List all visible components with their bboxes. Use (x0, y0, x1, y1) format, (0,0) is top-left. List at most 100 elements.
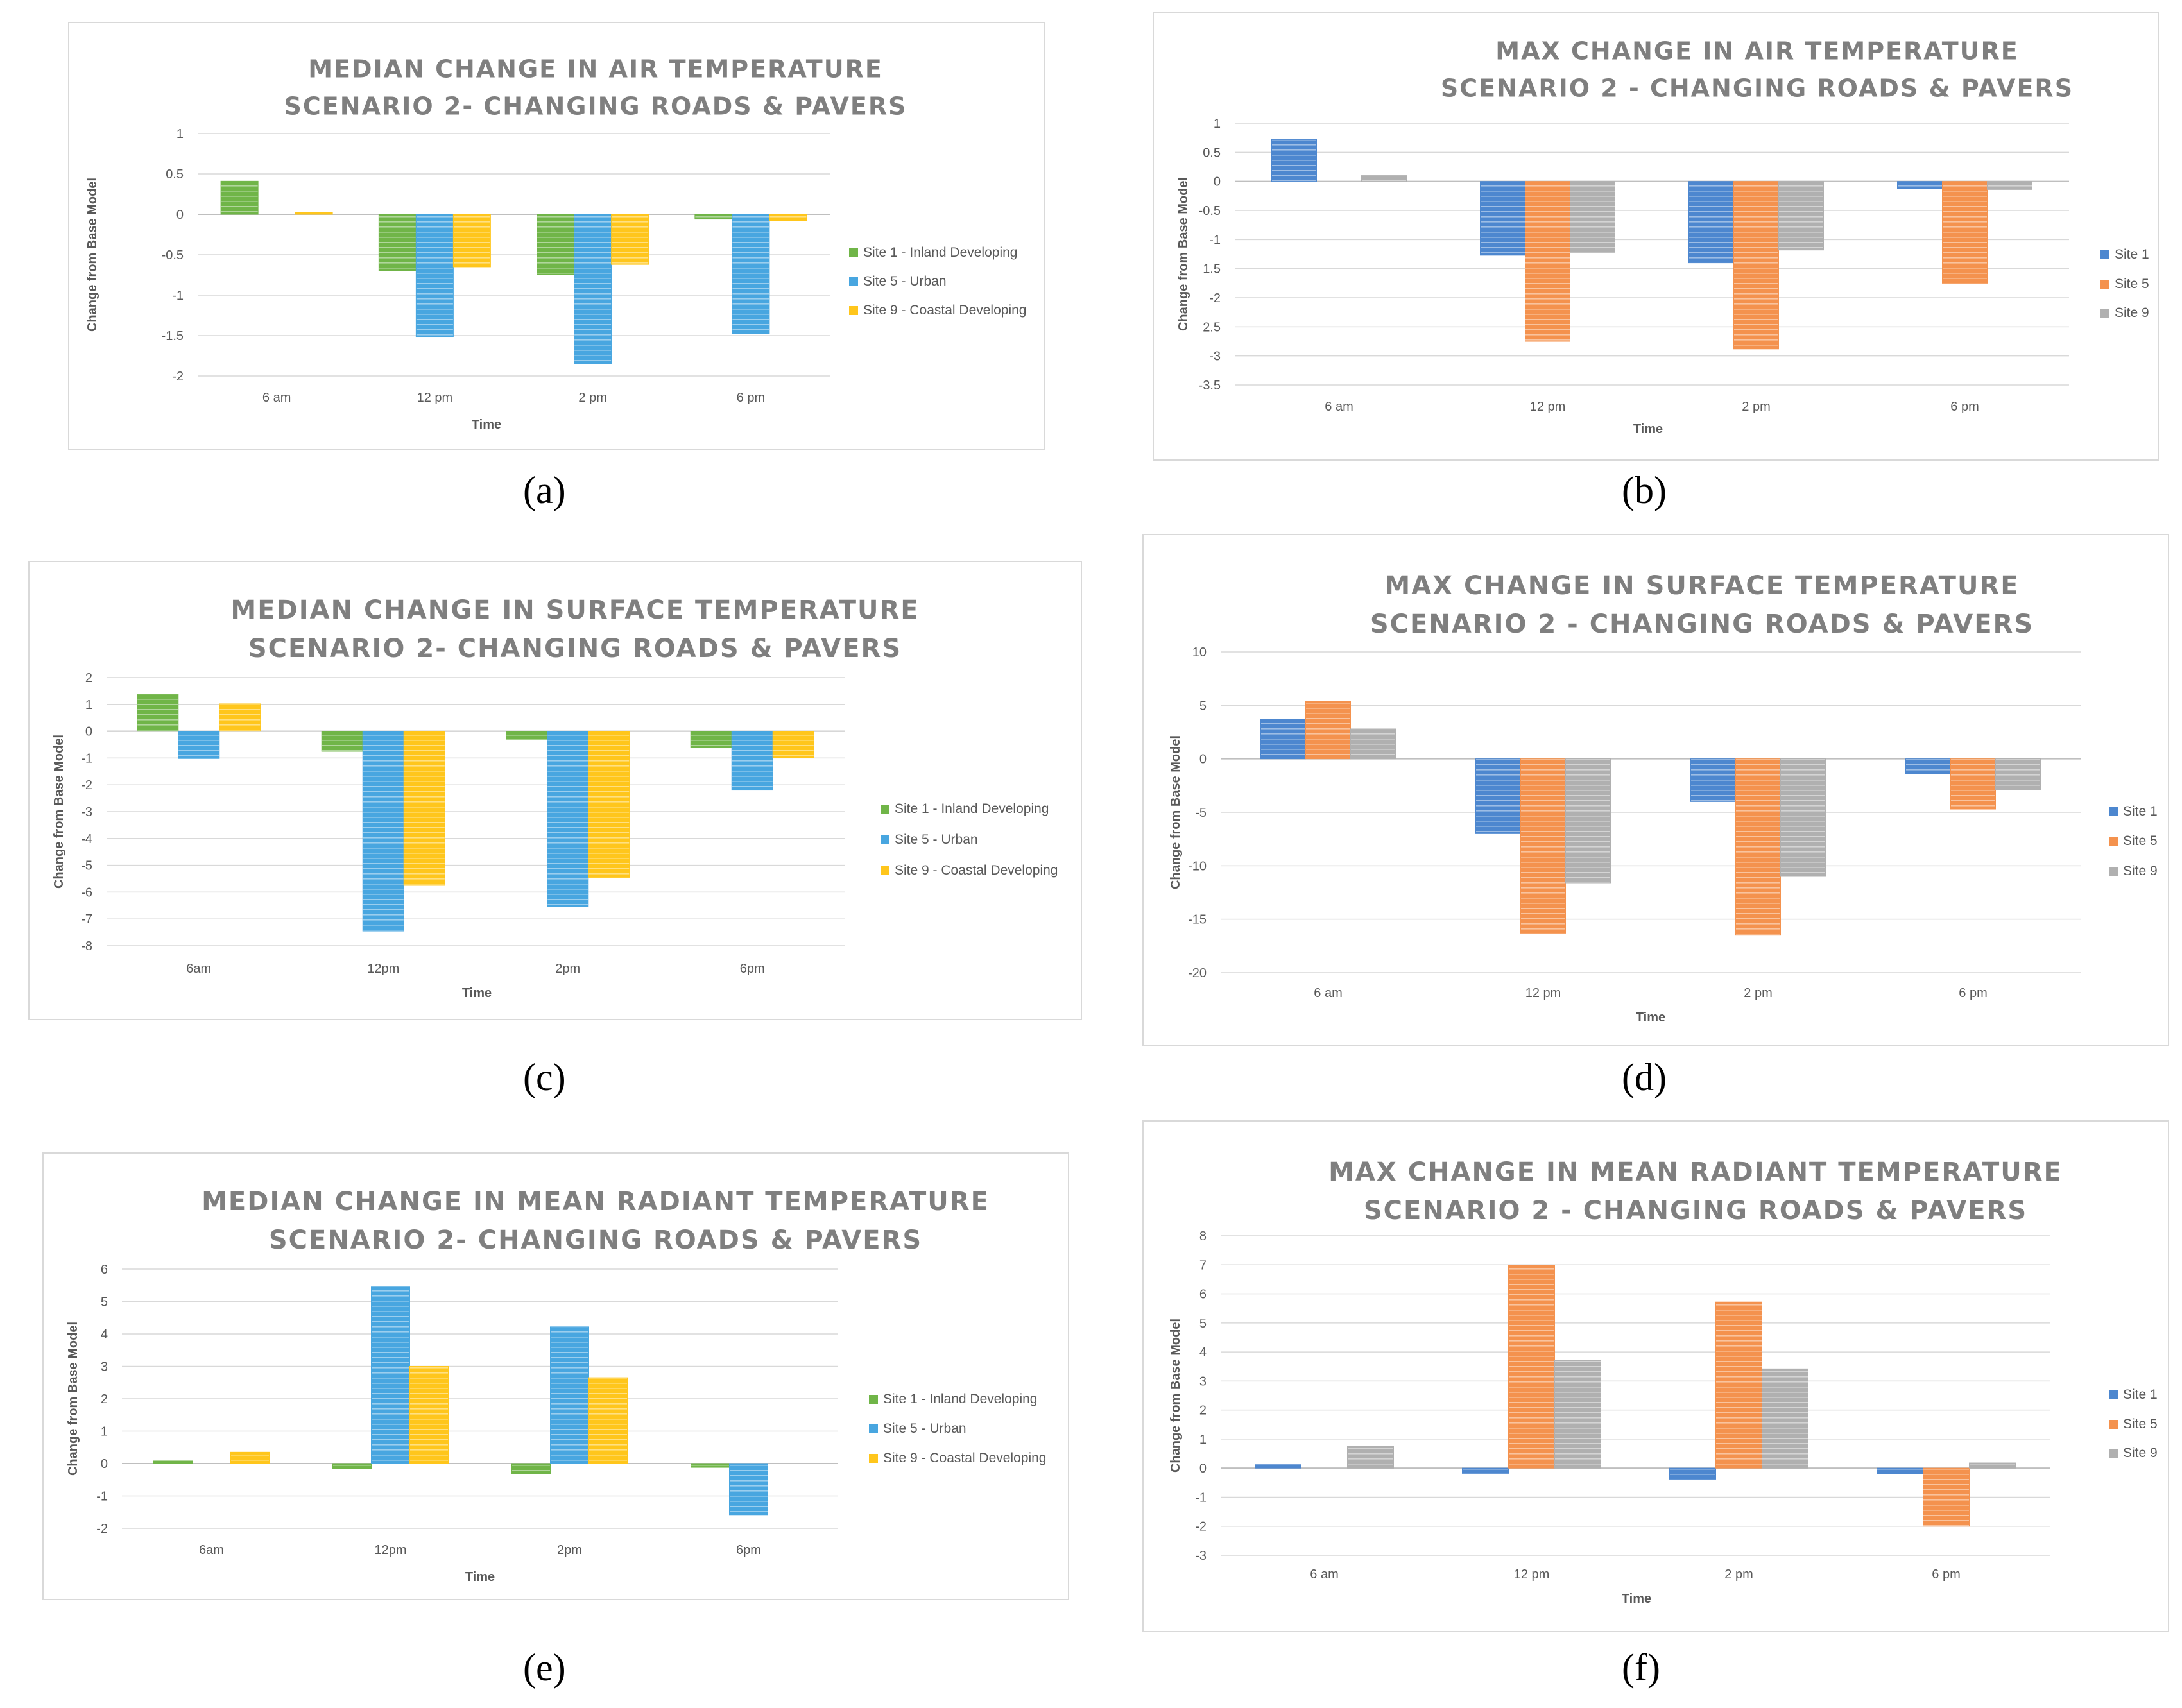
x-tick-label: 6 am (1314, 986, 1342, 1000)
y-tick-label: -2 (81, 778, 92, 792)
legend-label: Site 5 - Urban (863, 274, 947, 289)
legend-swatch (2109, 807, 2118, 816)
bar-6pm-series2 (1923, 1467, 1970, 1527)
y-tick-label: 6 (1199, 1288, 1207, 1302)
chart-title-line-2: SCENARIO 2 - CHANGING ROADS & PAVERS (1441, 74, 2074, 102)
chart-title-line-1: MAX CHANGE IN AIR TEMPERATURE (1495, 37, 2018, 65)
y-tick-label: -2 (1209, 291, 1221, 305)
chart-title-line-2: SCENARIO 2- CHANGING ROADS & PAVERS (269, 1225, 922, 1255)
bar-6pm-series1 (694, 214, 733, 220)
chart-title-line-2: SCENARIO 2- CHANGING ROADS & PAVERS (284, 92, 907, 120)
bar-6am-series1 (220, 180, 259, 215)
y-tick-label: 2 (1199, 1404, 1207, 1418)
y-tick-label: 7 (1199, 1258, 1207, 1272)
bar-6am-series3 (1347, 1446, 1394, 1469)
legend-label: Site 5 - Urban (895, 832, 978, 847)
bar-6am-series3 (219, 703, 261, 732)
chart-svg-f: MAX CHANGE IN MEAN RADIANT TEMPERATURE SC… (1169, 1157, 2158, 1606)
bar-6am-series2 (178, 731, 220, 759)
legend-swatch (881, 866, 889, 875)
y-tick-label: 10 (1192, 645, 1207, 660)
y-tick-label: 1 (1214, 117, 1221, 131)
bar-6pm-series1 (690, 731, 732, 749)
y-tick-label: 2 (101, 1392, 108, 1406)
x-tick-label: 6 am (1325, 400, 1353, 414)
x-tick-label: 12 pm (1514, 1567, 1550, 1582)
bar-2pm-series1 (511, 1463, 551, 1474)
y-axis-title: Change from Base Model (66, 1322, 80, 1476)
y-tick-label: -5 (81, 859, 92, 873)
chart-panel-e: MEDIAN CHANGE IN MEAN RADIANT TEMPERATUR… (42, 1152, 1069, 1600)
legend-label: Site 1 (2123, 1387, 2158, 1402)
y-tick-label: 0.5 (166, 167, 184, 182)
y-tick-label: -3.5 (1199, 379, 1221, 393)
legend-swatch (2109, 1420, 2118, 1429)
legend-label: Site 1 (2123, 804, 2158, 819)
chart-title-line-1: MEDIAN CHANGE IN SURFACE TEMPERATURE (230, 595, 919, 625)
caption-f: (f) (1622, 1646, 1660, 1689)
bar-6am-series1 (1255, 1464, 1301, 1469)
y-tick-label: -1 (81, 751, 92, 765)
y-tick-label: -8 (81, 939, 92, 953)
bar-2pm-series3 (1778, 181, 1824, 251)
chart-title-line-1: MEDIAN CHANGE IN MEAN RADIANT TEMPERATUR… (202, 1187, 990, 1217)
x-tick-label: 6am (199, 1543, 224, 1557)
x-tick-label: 2 pm (1742, 400, 1770, 414)
y-axis-title: Change from Base Model (1169, 1319, 1183, 1473)
bar-12pm-series3 (1554, 1360, 1601, 1469)
bar-6pm-series3 (769, 214, 807, 221)
y-axis-title: Change from Base Model (1176, 177, 1190, 331)
chart-title-line-1: MAX CHANGE IN SURFACE TEMPERATURE (1384, 571, 2019, 601)
legend-label: Site 1 - Inland Developing (895, 801, 1049, 816)
legend-swatch (2100, 250, 2109, 259)
bar-12pm-series2 (415, 214, 454, 338)
legend-label: Site 5 (2123, 833, 2158, 848)
bar-12pm-series3 (452, 214, 491, 268)
x-tick-label: 12pm (374, 1543, 406, 1557)
chart-panel-f: MAX CHANGE IN MEAN RADIANT TEMPERATURE SC… (1142, 1120, 2169, 1632)
y-tick-label: 1 (101, 1425, 108, 1439)
y-tick-label: -4 (81, 832, 92, 846)
legend-swatch (849, 306, 858, 315)
bar-12pm-series2 (362, 731, 404, 932)
y-tick-label: -7 (81, 912, 92, 927)
y-tick-label: 1 (176, 127, 184, 141)
x-tick-label: 6 pm (1932, 1567, 1960, 1582)
legend-label: Site 5 (2115, 277, 2149, 291)
bar-6am-series3 (1350, 728, 1396, 760)
y-tick-label: -10 (1188, 859, 1207, 873)
y-tick-label: 8 (1199, 1229, 1207, 1243)
chart-title-line-1: MAX CHANGE IN MEAN RADIANT TEMPERATURE (1328, 1157, 2063, 1187)
legend-label: Site 9 - Coastal Developing (895, 863, 1058, 878)
y-tick-label: 0 (101, 1457, 108, 1471)
bar-6pm-series2 (731, 731, 773, 791)
y-tick-label: 5 (1199, 699, 1207, 713)
legend-swatch (2109, 867, 2118, 876)
legend-swatch (881, 835, 889, 844)
bar-12pm-series1 (378, 214, 417, 271)
bar-12pm-series2 (371, 1286, 410, 1464)
bar-2pm-series2 (547, 731, 589, 907)
legend-swatch (849, 248, 858, 257)
legend-swatch (2109, 1449, 2118, 1458)
caption-c: (c) (523, 1056, 566, 1098)
bar-6pm-series2 (1950, 758, 1996, 810)
legend-label: Site 1 - Inland Developing (883, 1392, 1038, 1406)
chart-panel-a: MEDIAN CHANGE IN AIR TEMPERATURE SCENARIO… (68, 22, 1045, 450)
y-tick-label: -1 (1209, 233, 1221, 247)
bar-12pm-series3 (409, 1366, 449, 1464)
y-tick-label: 0 (176, 208, 184, 222)
x-tick-label: 6 am (1310, 1567, 1338, 1582)
y-tick-label: -1 (172, 289, 184, 303)
legend-label: Site 1 - Inland Developing (863, 245, 1018, 260)
x-tick-label: 12 pm (1530, 400, 1566, 414)
x-tick-label: 2 pm (1724, 1567, 1753, 1582)
caption-a: (a) (523, 469, 566, 511)
bar-6pm-series2 (729, 1463, 768, 1516)
y-tick-label: -0.5 (1199, 204, 1221, 218)
bar-2pm-series1 (1690, 758, 1736, 802)
y-tick-label: 0 (1214, 175, 1221, 189)
chart-panel-b: MAX CHANGE IN AIR TEMPERATURE SCENARIO 2 … (1153, 12, 2159, 461)
y-tick-label: -3 (1195, 1549, 1207, 1563)
bar-6pm-series3 (772, 731, 814, 758)
